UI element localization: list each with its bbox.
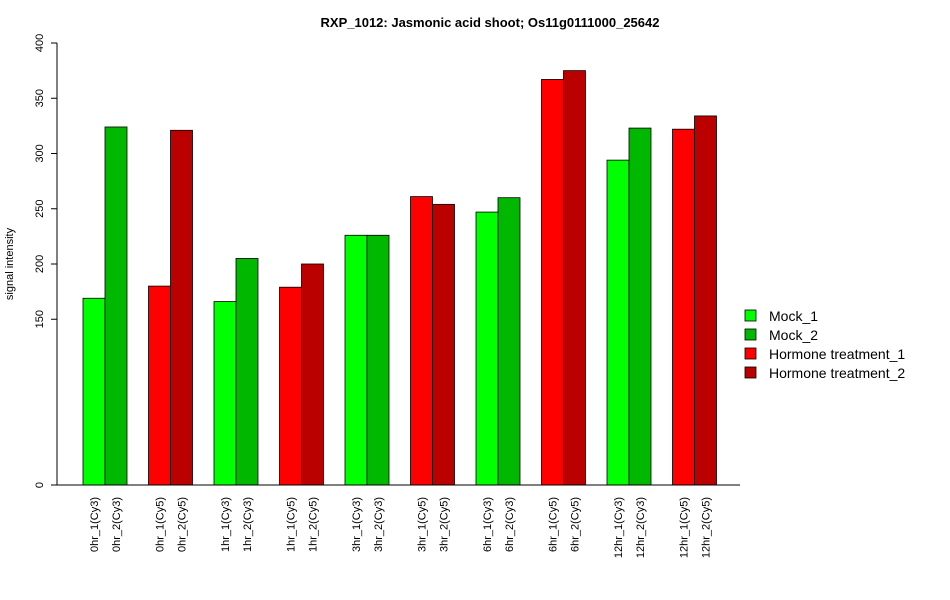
y-tick-label: 200 (34, 255, 46, 273)
x-tick-label: 1hr_2(Cy5) (308, 497, 320, 552)
x-axis: 0hr_1(Cy3) 0hr_2(Cy3) 0hr_1(Cy5) 0hr_2(Cy5)… (57, 484, 740, 558)
bar (213, 301, 237, 486)
legend: Mock_1 Mock_2 Hormone treatment_1 Hormone t… (744, 308, 905, 381)
x-tick-label: 0hr_2(Cy3) (111, 497, 123, 552)
y-axis: 0 150 200 250 300 350 400 (34, 34, 58, 488)
bar (410, 196, 433, 486)
bar (104, 126, 128, 486)
bar (432, 203, 455, 486)
x-tick-label: 12hr_1(Cy3) (613, 497, 625, 558)
legend-swatch (744, 309, 757, 322)
bar (694, 115, 717, 486)
y-tick-label: 0 (34, 482, 46, 488)
x-tick-label: 3hr_1(Cy3) (351, 497, 363, 552)
y-tick-label: 250 (34, 200, 46, 218)
x-tick-label: 1hr_2(Cy3) (242, 497, 254, 552)
x-tick-label: 12hr_1(Cy5) (679, 497, 691, 558)
bar (301, 263, 324, 486)
x-tick-label: 0hr_1(Cy3) (89, 497, 101, 552)
x-tick-label: 12hr_2(Cy3) (635, 497, 647, 558)
legend-label: Mock_2 (769, 327, 818, 343)
bar (148, 285, 171, 486)
x-tick-label: 3hr_2(Cy5) (439, 497, 451, 552)
x-tick-label: 12hr_2(Cy5) (701, 497, 713, 558)
legend-swatch (744, 347, 757, 360)
x-tick-label: 0hr_1(Cy5) (155, 497, 167, 552)
bar (279, 286, 302, 486)
x-tick-label: 1hr_1(Cy5) (286, 497, 298, 552)
x-tick-label: 6hr_2(Cy3) (504, 497, 516, 552)
x-tick-label: 6hr_1(Cy3) (482, 497, 494, 552)
chart-title: RXP_1012: Jasmonic acid shoot; Os11g0111… (321, 15, 660, 30)
x-tick-label: 3hr_2(Cy3) (373, 497, 385, 552)
bar (541, 79, 564, 486)
y-tick-label: 350 (34, 89, 46, 107)
bar (606, 159, 630, 486)
bars-group (82, 70, 717, 486)
bar (497, 197, 521, 486)
legend-label: Hormone treatment_1 (769, 346, 905, 362)
legend-swatch (744, 328, 757, 341)
bar (366, 234, 390, 486)
bar (82, 297, 106, 486)
x-tick-label: 1hr_1(Cy3) (220, 497, 232, 552)
x-tick-label: 6hr_1(Cy5) (548, 497, 560, 552)
bar (475, 211, 499, 486)
legend-swatch (744, 366, 757, 379)
bar (628, 127, 652, 486)
y-tick-label: 150 (34, 310, 46, 328)
y-tick-label: 300 (34, 144, 46, 162)
y-axis-label: signal intensity (4, 227, 16, 300)
bar (344, 234, 368, 486)
bar (672, 128, 695, 486)
bar (235, 258, 259, 486)
x-tick-label: 0hr_2(Cy5) (177, 497, 189, 552)
x-tick-label: 3hr_1(Cy5) (417, 497, 429, 552)
legend-label: Hormone treatment_2 (769, 365, 905, 381)
x-tick-label: 6hr_2(Cy5) (570, 497, 582, 552)
legend-label: Mock_1 (769, 308, 818, 324)
bar (563, 70, 586, 486)
y-tick-label: 400 (34, 34, 46, 52)
bar (170, 129, 193, 486)
